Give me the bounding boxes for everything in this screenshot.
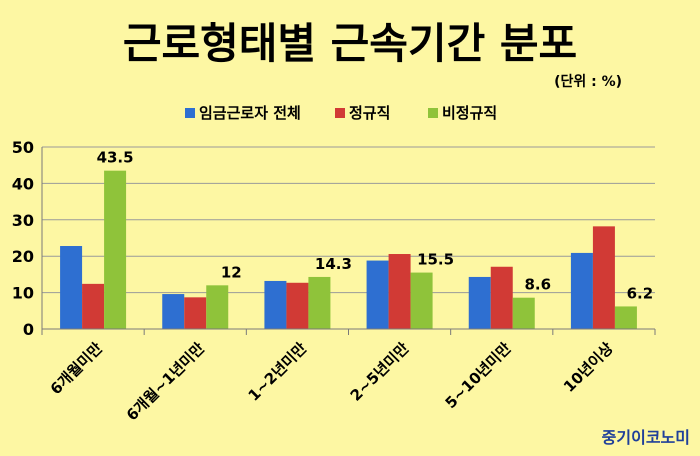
legend-label: 정규직 [349,104,390,122]
data-labels: 43.5 12 14.3 15.5 8.6 6.2 [97,149,654,303]
data-label: 15.5 [417,251,454,269]
data-label: 14.3 [315,255,352,273]
y-tick-label: 0 [23,320,34,339]
bar [184,297,207,329]
data-label: 8.6 [524,276,551,294]
bar [104,170,127,329]
chart-title: 근로형태별 근속기간 분포 [123,19,577,68]
y-tick-label: 50 [12,138,34,157]
data-label: 43.5 [97,149,134,167]
bar [206,285,229,329]
bar [82,283,105,329]
data-label: 12 [221,263,242,281]
bar [570,252,593,329]
bars [60,170,637,329]
bar [366,260,389,329]
y-tick-label: 20 [12,247,34,266]
y-tick-label: 30 [12,211,34,230]
y-tick-label: 10 [12,284,34,303]
bar [468,276,491,329]
legend: 임금근로자 전체 정규직 비정규직 [185,104,497,122]
x-tick-label: 6개월~1년미만 [123,339,208,424]
data-label: 6.2 [627,284,654,302]
bar [592,226,615,329]
legend-item: 정규직 [335,104,390,122]
bar [512,297,535,329]
bar [286,282,309,329]
bar [388,254,411,329]
bar [162,294,185,329]
x-tick-label: 10년이상 [560,339,617,396]
bar [490,266,513,329]
legend-item: 임금근로자 전체 [185,104,301,122]
legend-item: 비정규직 [428,104,497,122]
y-tick-label: 40 [12,174,34,193]
legend-swatch [185,108,195,118]
legend-label: 비정규직 [442,104,497,122]
legend-swatch [335,108,345,118]
x-tick-label: 2~5년미만 [347,339,413,405]
bar [308,276,331,329]
x-tick-label: 5~10년미만 [442,339,515,412]
bar [614,306,637,329]
x-tick-label: 1~2년미만 [245,339,311,405]
bar [60,246,83,329]
bar [264,280,287,329]
x-tick-label: 6개월미만 [47,339,106,398]
legend-label: 임금근로자 전체 [199,104,301,122]
unit-note: (단위 : %) [554,73,622,90]
brand-logo: 중기이코노미 [602,428,690,447]
legend-swatch [428,108,438,118]
bar [410,272,433,329]
grid [42,146,655,294]
